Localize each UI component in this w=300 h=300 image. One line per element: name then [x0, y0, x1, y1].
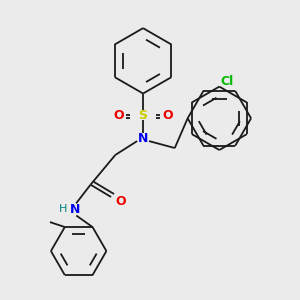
Text: N: N: [138, 132, 148, 145]
Text: O: O: [113, 109, 124, 122]
Text: S: S: [139, 109, 148, 122]
Text: O: O: [163, 109, 173, 122]
Text: Cl: Cl: [221, 75, 234, 88]
Text: N: N: [70, 203, 80, 216]
Text: O: O: [115, 195, 126, 208]
Text: H: H: [58, 204, 67, 214]
